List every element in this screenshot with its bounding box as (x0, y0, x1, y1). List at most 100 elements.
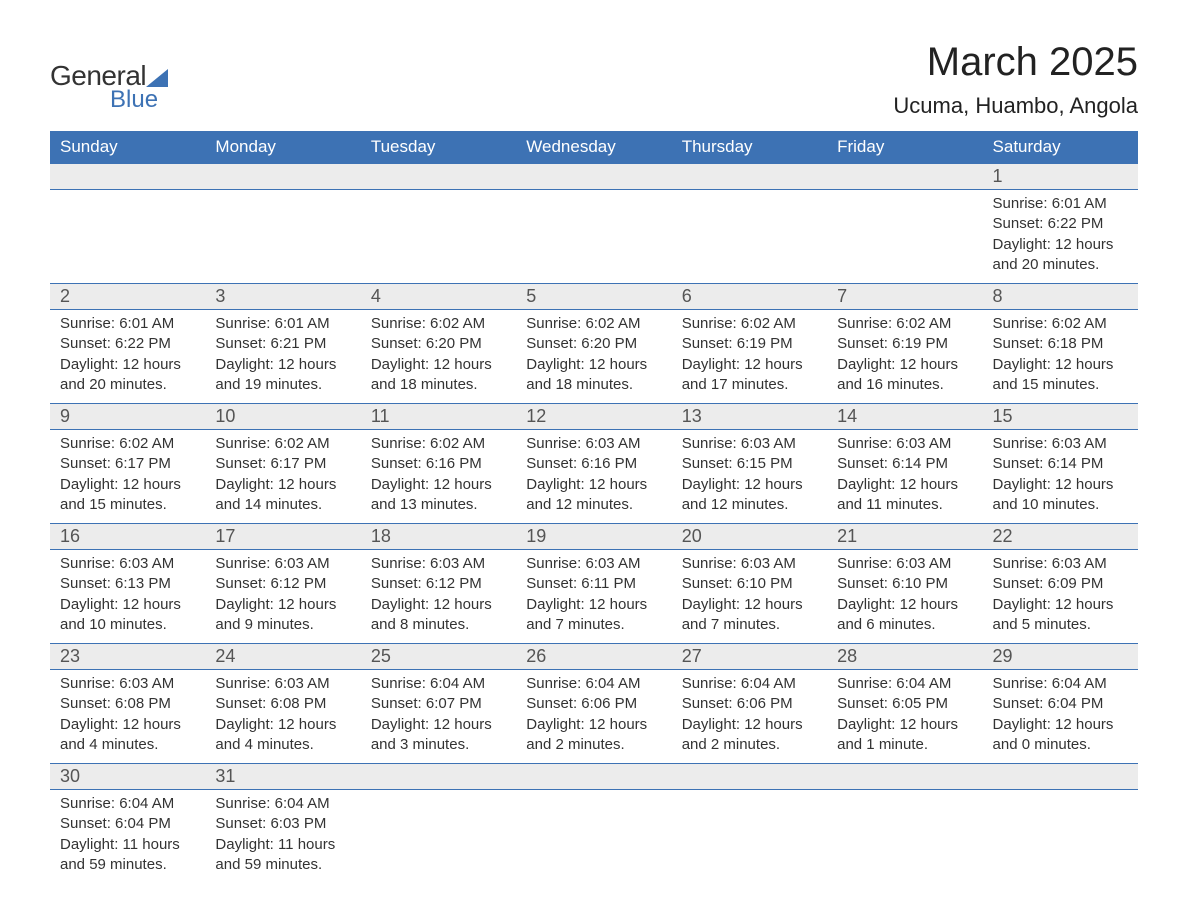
day-body-cell (516, 190, 671, 284)
day-number-cell: 12 (516, 404, 671, 430)
day-number-cell: 16 (50, 524, 205, 550)
calendar-table: SundayMondayTuesdayWednesdayThursdayFrid… (50, 131, 1138, 883)
day-number-cell: 17 (205, 524, 360, 550)
day-number: 22 (983, 524, 1138, 549)
daylight-line: Daylight: 11 hours and 59 minutes. (60, 835, 195, 876)
day-number-cell: 7 (827, 284, 982, 310)
day-body-cell: Sunrise: 6:03 AMSunset: 6:09 PMDaylight:… (983, 550, 1138, 644)
day-number-cell (516, 764, 671, 790)
day-number: 19 (516, 524, 671, 549)
day-number-cell: 20 (672, 524, 827, 550)
sunset-line: Sunset: 6:18 PM (993, 334, 1128, 354)
sunrise-line: Sunrise: 6:03 AM (215, 674, 350, 694)
day-number-cell (361, 764, 516, 790)
day-body-cell (50, 190, 205, 284)
sunrise-line: Sunrise: 6:01 AM (60, 314, 195, 334)
week-number-row: 16171819202122 (50, 524, 1138, 550)
daylight-line: Daylight: 12 hours and 2 minutes. (526, 715, 661, 756)
day-number: 21 (827, 524, 982, 549)
daylight-line: Daylight: 12 hours and 1 minute. (837, 715, 972, 756)
day-number: 1 (983, 164, 1138, 189)
sunset-line: Sunset: 6:12 PM (215, 574, 350, 594)
sunrise-line: Sunrise: 6:02 AM (993, 314, 1128, 334)
week-number-row: 2345678 (50, 284, 1138, 310)
day-number: 27 (672, 644, 827, 669)
day-body-cell: Sunrise: 6:02 AMSunset: 6:20 PMDaylight:… (516, 310, 671, 404)
day-body-cell (983, 790, 1138, 884)
day-number: 29 (983, 644, 1138, 669)
day-number-cell: 4 (361, 284, 516, 310)
daylight-line: Daylight: 12 hours and 6 minutes. (837, 595, 972, 636)
sunset-line: Sunset: 6:09 PM (993, 574, 1128, 594)
day-header-row: SundayMondayTuesdayWednesdayThursdayFrid… (50, 131, 1138, 164)
day-body-cell: Sunrise: 6:04 AMSunset: 6:03 PMDaylight:… (205, 790, 360, 884)
day-number: 7 (827, 284, 982, 309)
day-body-cell: Sunrise: 6:03 AMSunset: 6:15 PMDaylight:… (672, 430, 827, 524)
day-cell: Sunrise: 6:03 AMSunset: 6:15 PMDaylight:… (672, 430, 827, 523)
daylight-line: Daylight: 12 hours and 8 minutes. (371, 595, 506, 636)
day-number-cell (827, 764, 982, 790)
day-number-cell: 28 (827, 644, 982, 670)
sunset-line: Sunset: 6:08 PM (60, 694, 195, 714)
sunrise-line: Sunrise: 6:03 AM (60, 674, 195, 694)
day-number-cell: 11 (361, 404, 516, 430)
sunrise-line: Sunrise: 6:03 AM (371, 554, 506, 574)
day-body-cell: Sunrise: 6:04 AMSunset: 6:05 PMDaylight:… (827, 670, 982, 764)
sunrise-line: Sunrise: 6:02 AM (371, 314, 506, 334)
day-body-cell: Sunrise: 6:03 AMSunset: 6:14 PMDaylight:… (983, 430, 1138, 524)
day-cell: Sunrise: 6:03 AMSunset: 6:12 PMDaylight:… (205, 550, 360, 643)
day-cell: Sunrise: 6:01 AMSunset: 6:22 PMDaylight:… (983, 190, 1138, 283)
day-body-cell: Sunrise: 6:01 AMSunset: 6:21 PMDaylight:… (205, 310, 360, 404)
location: Ucuma, Huambo, Angola (893, 93, 1138, 119)
day-number-cell: 1 (983, 164, 1138, 190)
day-number: 20 (672, 524, 827, 549)
day-number: 23 (50, 644, 205, 669)
day-number: 17 (205, 524, 360, 549)
day-number: 12 (516, 404, 671, 429)
daylight-line: Daylight: 12 hours and 4 minutes. (215, 715, 350, 756)
sunset-line: Sunset: 6:19 PM (837, 334, 972, 354)
week-body-row: Sunrise: 6:04 AMSunset: 6:04 PMDaylight:… (50, 790, 1138, 884)
sunset-line: Sunset: 6:22 PM (60, 334, 195, 354)
sunrise-line: Sunrise: 6:02 AM (526, 314, 661, 334)
day-body-cell: Sunrise: 6:04 AMSunset: 6:04 PMDaylight:… (50, 790, 205, 884)
day-body-cell: Sunrise: 6:04 AMSunset: 6:06 PMDaylight:… (672, 670, 827, 764)
day-body-cell: Sunrise: 6:02 AMSunset: 6:17 PMDaylight:… (50, 430, 205, 524)
day-number-cell: 23 (50, 644, 205, 670)
day-cell: Sunrise: 6:03 AMSunset: 6:09 PMDaylight:… (983, 550, 1138, 643)
week-body-row: Sunrise: 6:01 AMSunset: 6:22 PMDaylight:… (50, 310, 1138, 404)
day-body-cell: Sunrise: 6:02 AMSunset: 6:20 PMDaylight:… (361, 310, 516, 404)
day-number: 18 (361, 524, 516, 549)
day-cell: Sunrise: 6:02 AMSunset: 6:17 PMDaylight:… (50, 430, 205, 523)
day-cell: Sunrise: 6:04 AMSunset: 6:06 PMDaylight:… (516, 670, 671, 763)
day-cell: Sunrise: 6:03 AMSunset: 6:14 PMDaylight:… (983, 430, 1138, 523)
daylight-line: Daylight: 12 hours and 10 minutes. (993, 475, 1128, 516)
day-body-cell: Sunrise: 6:02 AMSunset: 6:16 PMDaylight:… (361, 430, 516, 524)
logo-triangle-icon (146, 69, 168, 87)
day-number-cell: 25 (361, 644, 516, 670)
sunset-line: Sunset: 6:20 PM (371, 334, 506, 354)
sunrise-line: Sunrise: 6:03 AM (993, 554, 1128, 574)
daylight-line: Daylight: 12 hours and 11 minutes. (837, 475, 972, 516)
day-cell: Sunrise: 6:02 AMSunset: 6:20 PMDaylight:… (361, 310, 516, 403)
sunset-line: Sunset: 6:10 PM (682, 574, 817, 594)
day-number-cell (205, 164, 360, 190)
sunrise-line: Sunrise: 6:04 AM (215, 794, 350, 814)
week-body-row: Sunrise: 6:03 AMSunset: 6:08 PMDaylight:… (50, 670, 1138, 764)
day-body-cell (516, 790, 671, 884)
day-cell: Sunrise: 6:03 AMSunset: 6:16 PMDaylight:… (516, 430, 671, 523)
sunset-line: Sunset: 6:06 PM (682, 694, 817, 714)
day-number: 16 (50, 524, 205, 549)
day-cell: Sunrise: 6:04 AMSunset: 6:06 PMDaylight:… (672, 670, 827, 763)
day-number-cell (983, 764, 1138, 790)
day-number-cell: 9 (50, 404, 205, 430)
sunset-line: Sunset: 6:17 PM (60, 454, 195, 474)
sunset-line: Sunset: 6:07 PM (371, 694, 506, 714)
sunrise-line: Sunrise: 6:03 AM (526, 434, 661, 454)
sunset-line: Sunset: 6:22 PM (993, 214, 1128, 234)
daylight-line: Daylight: 12 hours and 14 minutes. (215, 475, 350, 516)
day-cell: Sunrise: 6:03 AMSunset: 6:08 PMDaylight:… (50, 670, 205, 763)
sunset-line: Sunset: 6:08 PM (215, 694, 350, 714)
day-number-cell (516, 164, 671, 190)
day-number-cell: 31 (205, 764, 360, 790)
